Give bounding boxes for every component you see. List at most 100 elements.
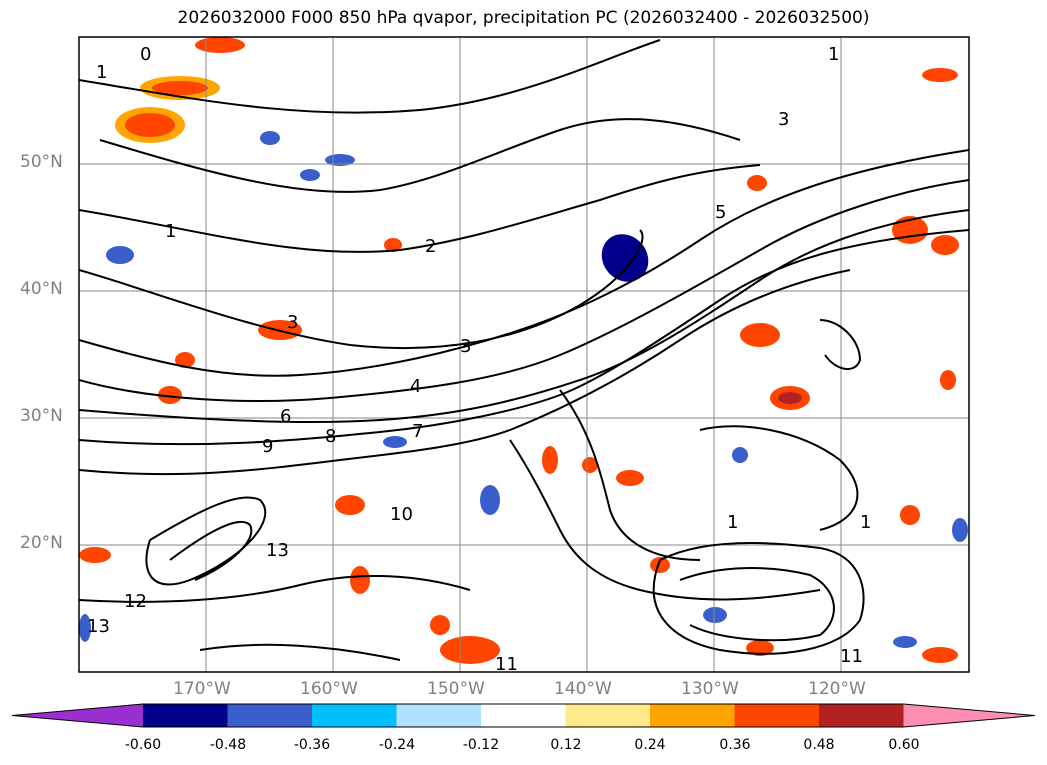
contour-label: 6 bbox=[280, 406, 291, 427]
precip-blob bbox=[732, 447, 748, 463]
precip-blob bbox=[152, 81, 208, 95]
precip-blob bbox=[106, 246, 134, 264]
colorbar-segment bbox=[227, 704, 313, 727]
precip-blob bbox=[430, 615, 450, 635]
lat-label: 30°N bbox=[20, 406, 63, 426]
colorbar-outline bbox=[11, 703, 1036, 728]
colorbar-tick-label: 0.12 bbox=[550, 737, 582, 753]
colorbar-tick-label: 0.24 bbox=[634, 737, 666, 753]
colorbar-segment bbox=[312, 704, 397, 727]
colorbar-tick-label: -0.12 bbox=[462, 737, 500, 753]
contour-label: 3 bbox=[287, 312, 298, 333]
lon-label: 150°W bbox=[427, 679, 485, 699]
precip-blob bbox=[79, 547, 111, 563]
qvapor-contours bbox=[79, 39, 969, 661]
precip-blob bbox=[922, 647, 958, 663]
precip-blob bbox=[480, 485, 500, 515]
colorbar-extend-low bbox=[12, 704, 143, 727]
contour-label: 9 bbox=[262, 436, 273, 457]
colorbar-tick-label: 0.48 bbox=[803, 737, 835, 753]
contour-label: 1 bbox=[860, 512, 871, 533]
contour-label: 1 bbox=[828, 44, 839, 65]
precip-shading bbox=[79, 8, 968, 664]
precip-blob bbox=[900, 505, 920, 525]
colorbar-tick-label: 0.60 bbox=[888, 737, 920, 753]
colorbar-tick-label: -0.60 bbox=[124, 737, 162, 753]
lat-label: 20°N bbox=[20, 533, 63, 553]
precip-blob bbox=[300, 169, 320, 181]
precip-blob bbox=[778, 392, 802, 404]
map-background bbox=[79, 37, 969, 672]
contour-label: 2 bbox=[425, 236, 436, 257]
precip-blob bbox=[746, 640, 774, 656]
precip-blob bbox=[710, 8, 730, 28]
precip-blob bbox=[79, 614, 91, 642]
precip-blob bbox=[940, 370, 956, 390]
contour-label: 7 bbox=[412, 421, 423, 442]
precip-blob bbox=[383, 436, 407, 448]
lat-label: 50°N bbox=[20, 152, 63, 172]
contour-label: 13 bbox=[266, 540, 289, 561]
contour-label: 11 bbox=[840, 646, 863, 667]
colorbar-tick-label: -0.36 bbox=[293, 737, 331, 753]
contour-label: 0 bbox=[140, 44, 151, 65]
precip-blob bbox=[747, 175, 767, 191]
precip-blob bbox=[542, 446, 558, 474]
contour-label: 5 bbox=[715, 202, 726, 223]
contour-label: 1 bbox=[96, 62, 107, 83]
contour-label: 11 bbox=[495, 654, 518, 675]
colorbar-segment bbox=[481, 704, 566, 727]
precip-blob bbox=[601, 234, 649, 282]
colorbar-segment bbox=[819, 704, 904, 727]
precip-blob bbox=[893, 636, 917, 648]
precip-blob bbox=[952, 518, 968, 542]
lon-label: 140°W bbox=[554, 679, 612, 699]
figure-title: 2026032000 F000 850 hPa qvapor, precipit… bbox=[177, 8, 870, 28]
contour-labels: 0 1 1 2 3 3 4 5 6 7 8 9 10 11 12 13 13 1… bbox=[87, 44, 871, 675]
precip-blob bbox=[931, 235, 959, 255]
gridlines bbox=[79, 37, 969, 672]
colorbar-segment bbox=[396, 704, 482, 727]
precip-blob bbox=[616, 470, 644, 486]
precip-blob bbox=[195, 37, 245, 53]
contour-label: 10 bbox=[390, 504, 413, 525]
contour-label: 8 bbox=[325, 426, 336, 447]
colorbar-segment bbox=[650, 704, 735, 727]
contour-label: 12 bbox=[124, 591, 147, 612]
precip-blob bbox=[440, 636, 500, 664]
precip-blob bbox=[384, 238, 402, 252]
precip-blob bbox=[175, 352, 195, 368]
colorbar-tick-label: 0.36 bbox=[719, 737, 751, 753]
precip-blob bbox=[740, 323, 780, 347]
colorbar-tick-label: -0.24 bbox=[378, 737, 416, 753]
lon-label: 130°W bbox=[681, 679, 739, 699]
precip-blob bbox=[922, 68, 958, 82]
precip-blob bbox=[335, 495, 365, 515]
colorbar-tick-label: -0.48 bbox=[209, 737, 247, 753]
colorbar-segment bbox=[565, 704, 651, 727]
colorbar bbox=[11, 703, 1036, 728]
contour-label: 3 bbox=[778, 109, 789, 130]
precip-blob bbox=[158, 386, 182, 404]
contour-label: 1 bbox=[165, 221, 176, 242]
colorbar-segment bbox=[143, 704, 228, 727]
colorbar-segment bbox=[734, 704, 820, 727]
colorbar-extend-high bbox=[903, 704, 1035, 727]
precip-blob bbox=[125, 113, 175, 137]
precip-blob bbox=[260, 131, 280, 145]
contour-label: 13 bbox=[87, 616, 110, 637]
lon-label: 170°W bbox=[173, 679, 231, 699]
precip-blob bbox=[703, 607, 727, 623]
precip-blob bbox=[582, 457, 598, 473]
lat-label: 40°N bbox=[20, 279, 63, 299]
map-frame bbox=[78, 36, 970, 673]
contour-label: 4 bbox=[410, 376, 421, 397]
lon-label: 120°W bbox=[808, 679, 866, 699]
map-plot-area: 0 1 1 2 3 3 4 5 6 7 8 9 10 11 12 13 13 1… bbox=[79, 8, 969, 675]
precip-blob bbox=[650, 557, 670, 573]
lon-label: 160°W bbox=[300, 679, 358, 699]
contour-label: 1 bbox=[727, 512, 738, 533]
contour-label: 3 bbox=[460, 336, 471, 357]
precip-blob bbox=[350, 566, 370, 594]
